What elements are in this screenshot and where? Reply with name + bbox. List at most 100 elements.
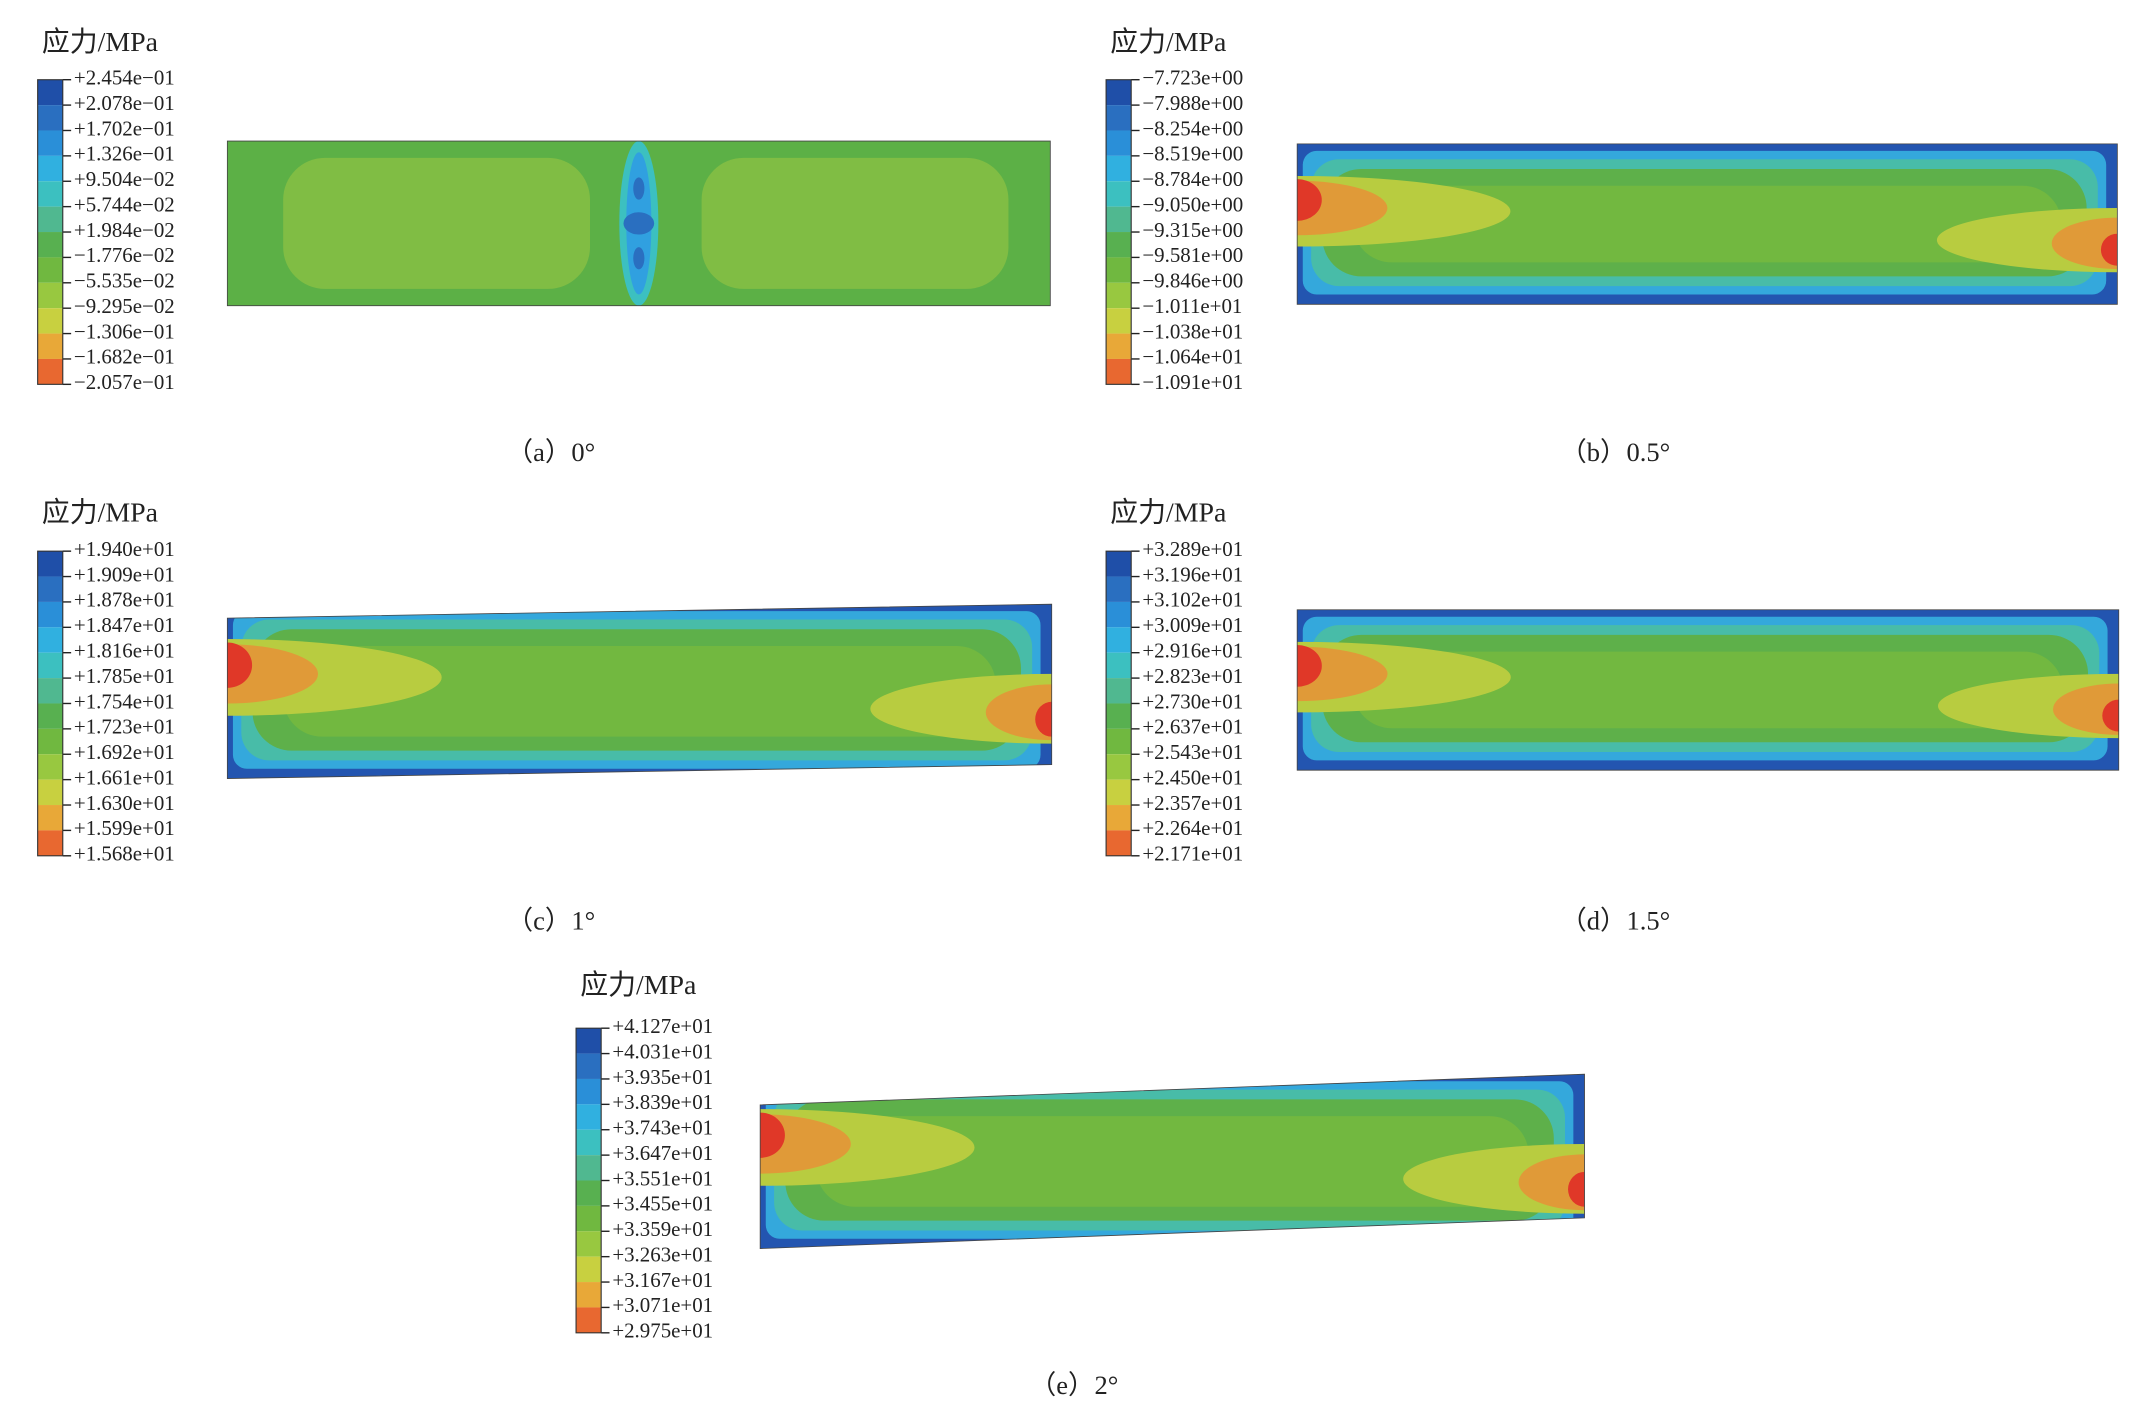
contour-band	[1297, 175, 1511, 247]
legend-swatch	[37, 79, 63, 106]
contour-band	[633, 177, 645, 200]
legend-label: −1.682e−01	[74, 345, 175, 369]
legend-label: +1.326e−01	[74, 142, 175, 166]
legend-label: +3.167e+01	[612, 1268, 713, 1292]
legend-label: +3.196e+01	[1142, 562, 1243, 586]
legend-label: +3.551e+01	[612, 1166, 713, 1190]
legend-swatch	[1106, 105, 1132, 131]
legend-swatch	[37, 308, 63, 334]
legend-frame	[1105, 550, 1132, 857]
legend-swatch	[37, 652, 63, 679]
contour-band	[1352, 185, 2062, 263]
contour-band	[283, 157, 591, 289]
legend-label: +1.878e+01	[74, 588, 175, 612]
legend-swatch	[37, 155, 63, 182]
legend-label: +2.543e+01	[1142, 740, 1243, 764]
legend-label: +3.839e+01	[612, 1090, 713, 1114]
legend-swatch	[1106, 206, 1132, 233]
legend-label: +3.935e+01	[612, 1065, 713, 1089]
legend-label: −9.295e−02	[74, 294, 175, 318]
legend-label: +1.754e+01	[74, 689, 175, 713]
legend-swatch	[37, 551, 63, 577]
legend-swatch	[1106, 155, 1132, 182]
legend-swatch	[1106, 703, 1132, 729]
legend-title: 应力/MPa	[42, 496, 158, 528]
legend-swatch	[1106, 830, 1132, 856]
legend-label: +1.785e+01	[74, 664, 175, 688]
legend-label: −1.091e+01	[1142, 370, 1243, 394]
plot-outline	[226, 140, 1051, 307]
legend-swatch	[576, 1078, 602, 1105]
legend-swatch	[37, 601, 63, 628]
legend-label: −2.057e−01	[74, 370, 175, 394]
legend-label: −5.535e−02	[74, 269, 175, 293]
legend-label: −8.254e+00	[1142, 116, 1243, 140]
legend-label: +1.940e+01	[74, 537, 175, 561]
legend-swatch	[576, 1307, 602, 1333]
legend-swatch	[37, 232, 63, 258]
contour-band	[815, 1116, 1529, 1207]
legend-label: −1.064e+01	[1142, 345, 1243, 369]
legend-label: +2.823e+01	[1142, 664, 1243, 688]
legend-swatch	[1106, 181, 1132, 207]
caption: （d）1.5°	[1560, 906, 1670, 936]
contour-band	[283, 646, 996, 737]
legend-label: −9.581e+00	[1142, 243, 1243, 267]
legend-label: +1.847e+01	[74, 613, 175, 637]
legend-label: −1.776e−02	[74, 243, 175, 267]
legend-swatch	[37, 358, 63, 385]
legend-label: +1.909e+01	[74, 562, 175, 586]
legend-label: +2.454e−01	[74, 66, 175, 90]
legend-swatch	[1106, 282, 1132, 309]
plot-outline	[226, 603, 1053, 779]
legend-frame	[37, 550, 64, 857]
panel: 应力/MPa +3.289e+01+3.196e+01+3.102e+01+3.0…	[1105, 496, 2120, 936]
contour-plot	[1297, 609, 2119, 771]
legend-swatch	[1106, 232, 1132, 258]
legend-swatch	[37, 728, 63, 755]
legend-label: −9.050e+00	[1142, 192, 1243, 216]
legend-label: −7.988e+00	[1142, 91, 1243, 115]
legend-label: +9.504e−02	[74, 167, 175, 191]
legend-swatch	[37, 576, 63, 602]
legend-swatch	[576, 1256, 602, 1283]
legend-swatch	[576, 1155, 602, 1181]
legend-label: −1.306e−01	[74, 319, 175, 343]
contour-band	[1568, 1171, 1585, 1207]
legend-swatch	[1106, 358, 1132, 385]
contour-band	[1297, 641, 1511, 713]
legend-label: +1.816e+01	[74, 639, 175, 663]
legend-label: +3.743e+01	[612, 1116, 713, 1140]
contour-band	[227, 639, 442, 716]
legend-title: 应力/MPa	[1110, 26, 1226, 58]
legend-label: +1.568e+01	[74, 842, 175, 866]
legend-swatch	[1106, 754, 1132, 780]
legend-swatch	[1106, 779, 1132, 806]
legend-swatch	[1106, 308, 1132, 334]
legend-label: +3.263e+01	[612, 1242, 713, 1266]
panel: 应力/MPa+1.940e+01+1.909e+01+1.878e+01+1.8…	[37, 496, 1053, 936]
legend-swatch	[37, 257, 63, 283]
legend-swatch	[1106, 728, 1132, 755]
legend-swatch	[37, 282, 63, 309]
legend-label: +2.975e+01	[612, 1319, 713, 1343]
legend-label: +4.031e+01	[612, 1039, 713, 1063]
legend-title: 应力/MPa	[42, 26, 158, 58]
caption: （a）0°	[507, 437, 596, 467]
plot-outline	[1296, 609, 2120, 771]
legend-label: −1.011e+01	[1142, 294, 1242, 318]
legend-label: +2.637e+01	[1142, 715, 1243, 739]
contour-band	[1936, 208, 2118, 273]
legend-swatch	[37, 678, 63, 704]
legend-frame	[575, 1027, 602, 1334]
legend-swatch	[576, 1231, 602, 1257]
legend-label: +1.630e+01	[74, 791, 175, 815]
legend-label: +3.009e+01	[1142, 613, 1243, 637]
legend-swatch	[576, 1129, 602, 1156]
legend-label: +2.916e+01	[1142, 639, 1243, 663]
legend-swatch	[37, 181, 63, 207]
legend-frame	[1105, 79, 1132, 385]
legend-swatch	[37, 703, 63, 729]
legend-swatch	[37, 130, 63, 156]
